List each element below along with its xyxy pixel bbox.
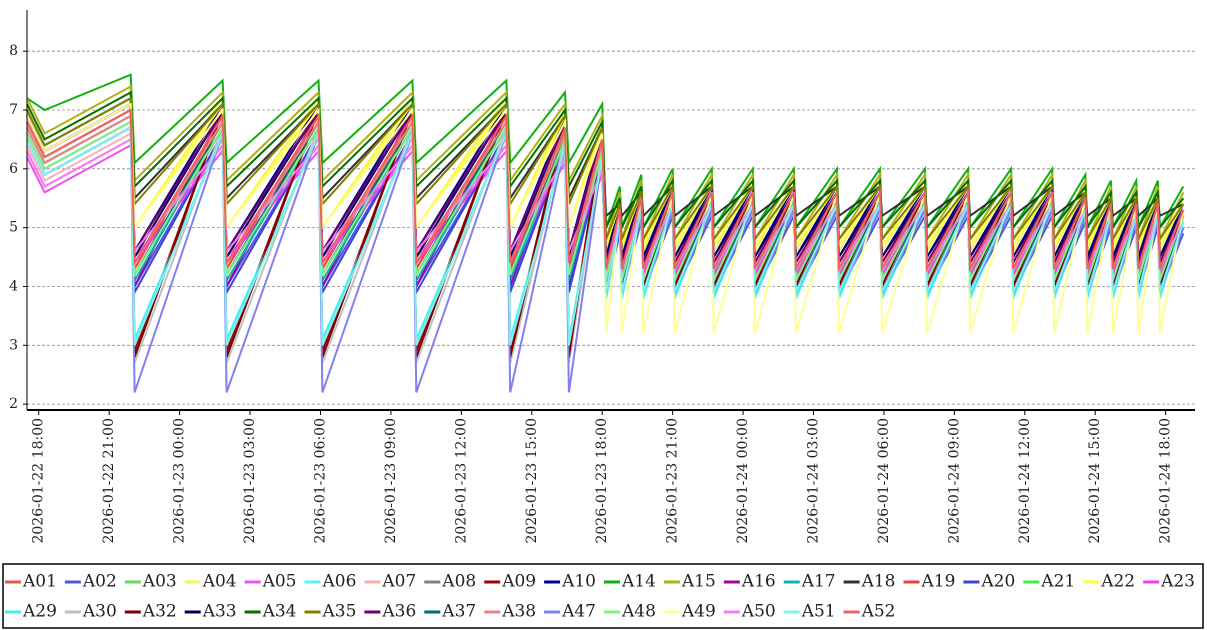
legend-label: A37 <box>441 602 476 622</box>
legend-label: A29 <box>22 602 57 622</box>
series-line <box>26 84 1185 244</box>
x-tick-label: 2026-01-23 00:00 <box>172 418 188 544</box>
legend: A01 A02 A03 A04 A05 A06 A07 A08 A09 A10 A14 A15 A16 A… <box>2 563 1204 629</box>
series-line <box>26 73 1185 232</box>
legend-label: A52 <box>861 602 896 622</box>
legend-label: A14 <box>621 572 656 592</box>
legend-label: A06 <box>322 572 357 592</box>
legend-label: A15 <box>681 572 716 592</box>
legend-label: A09 <box>501 572 536 592</box>
legend-label: A49 <box>681 602 716 622</box>
y-tick-label: 7 <box>9 102 18 118</box>
x-tick-label: 2026-01-23 12:00 <box>453 418 469 544</box>
legend-label: A47 <box>561 602 596 622</box>
x-tick-label: 2026-01-23 09:00 <box>383 418 399 544</box>
legend-label: A04 <box>202 572 237 592</box>
x-tick-label: 2026-01-24 12:00 <box>1017 418 1033 544</box>
legend-label: A19 <box>921 572 956 592</box>
x-tick-label: 2026-01-24 18:00 <box>1158 418 1174 544</box>
x-tick-label: 2026-01-24 06:00 <box>876 418 892 544</box>
legend-label: A51 <box>801 602 836 622</box>
series-line <box>26 90 1185 232</box>
legend-label: A33 <box>202 602 237 622</box>
legend-label: A30 <box>82 602 117 622</box>
legend-label: A50 <box>741 602 776 622</box>
legend-label: A20 <box>980 572 1015 592</box>
y-tick-label: 2 <box>9 396 18 412</box>
y-tick-label: 5 <box>9 220 18 236</box>
x-tick-label: 2026-01-22 18:00 <box>31 418 47 544</box>
legend-label: A48 <box>621 602 656 622</box>
x-tick-label: 2026-01-24 00:00 <box>735 418 751 544</box>
legend-label: A07 <box>381 572 416 592</box>
legend-label: A05 <box>262 572 297 592</box>
x-tick-label: 2026-01-23 06:00 <box>312 418 328 544</box>
legend-label: A08 <box>441 572 476 592</box>
y-tick-label: 4 <box>9 278 18 294</box>
x-tick-label: 2026-01-23 03:00 <box>242 418 258 544</box>
x-tick-label: 2026-01-23 21:00 <box>665 418 681 544</box>
y-tick-label: 6 <box>9 161 18 177</box>
y-tick-label: 8 <box>9 43 18 59</box>
y-tick-label: 3 <box>9 337 18 353</box>
legend-label: A18 <box>861 572 896 592</box>
x-tick-label: 2026-01-24 03:00 <box>805 418 821 544</box>
series-line <box>26 96 1185 243</box>
legend-label: A17 <box>801 572 836 592</box>
legend-label: A16 <box>741 572 776 592</box>
legend-label: A21 <box>1040 572 1075 592</box>
legend-label: A35 <box>322 602 357 622</box>
legend-label: A36 <box>381 602 416 622</box>
x-tick-label: 2026-01-24 09:00 <box>946 418 962 544</box>
x-tick-label: 2026-01-24 15:00 <box>1087 418 1103 544</box>
x-tick-label: 2026-01-22 21:00 <box>101 418 117 544</box>
legend-label: A32 <box>142 602 177 622</box>
x-tick-label: 2026-01-23 15:00 <box>524 418 540 544</box>
series-line <box>26 108 1185 273</box>
legend-label: A22 <box>1100 572 1135 592</box>
legend-box <box>2 563 1204 629</box>
x-tick-label: 2026-01-23 18:00 <box>594 418 610 544</box>
legend-label: A03 <box>142 572 177 592</box>
legend-label: A23 <box>1160 572 1195 592</box>
legend-label: A10 <box>561 572 596 592</box>
legend-label: A34 <box>262 602 297 622</box>
legend-label: A38 <box>501 602 536 622</box>
legend-label: A02 <box>82 572 117 592</box>
legend-label: A01 <box>22 572 57 592</box>
